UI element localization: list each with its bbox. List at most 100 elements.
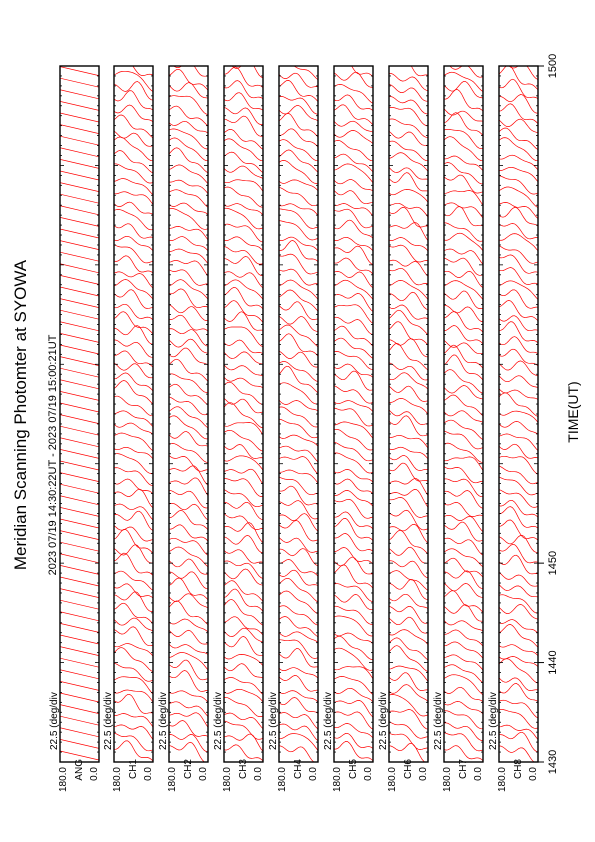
scan-line [224, 326, 263, 348]
scan-line [389, 304, 428, 320]
scan-line [224, 422, 263, 436]
scan-line [444, 354, 483, 381]
y-tick-label-bottom: 0.0 [363, 767, 374, 781]
scan-line [60, 356, 99, 367]
scan-line [224, 107, 263, 125]
scan-line [334, 400, 373, 412]
scan-line [169, 618, 208, 633]
panel-ch7: 22.5 (deg/div 180.0 0.0 CH7 [433, 65, 484, 792]
scan-line [444, 385, 483, 400]
scan-line [334, 71, 373, 88]
scan-line [279, 301, 318, 320]
scan-line [334, 647, 373, 671]
scan-line [389, 140, 428, 162]
scan-lines [499, 66, 538, 762]
scan-line [279, 361, 318, 382]
scan-line [224, 522, 263, 543]
y-tick-label-top: 180.0 [497, 767, 508, 792]
scan-line [499, 571, 538, 587]
scan-line [334, 547, 373, 565]
scan-line [60, 460, 99, 471]
scan-line [169, 68, 208, 91]
scan-line [444, 304, 483, 323]
scan-line [334, 635, 373, 661]
scan-line [444, 190, 483, 206]
scan-line [334, 219, 373, 239]
scan-line [444, 325, 483, 345]
scan-line [334, 605, 373, 625]
scan-line [224, 246, 263, 265]
panel-ch5: 22.5 (deg/div 180.0 0.0 CH5 [323, 65, 374, 792]
scan-line [334, 271, 373, 289]
panel-frame [333, 65, 374, 763]
scan-line [389, 637, 428, 661]
scan-line [499, 223, 538, 240]
scan-line [444, 71, 483, 92]
scan-line [334, 245, 373, 266]
scan-line [279, 203, 318, 216]
scan-line [60, 159, 99, 170]
scan-line [279, 80, 318, 102]
scan-line [389, 362, 428, 381]
scan-line [389, 616, 428, 634]
scale-label: 22.5 (deg/div [488, 692, 499, 750]
scan-line [499, 699, 538, 719]
scan-line [499, 534, 538, 553]
scan-line [169, 82, 208, 99]
scan-line [60, 286, 99, 297]
scan-line [224, 279, 263, 300]
scan-line [169, 328, 208, 347]
scan-line [169, 720, 208, 737]
scan-line [334, 179, 373, 192]
scan-line [114, 90, 153, 111]
scan-line [334, 498, 373, 519]
scan-line [449, 66, 483, 78]
scan-line [169, 396, 208, 416]
scan-line [169, 600, 208, 626]
scan-line [114, 544, 153, 564]
scan-line [499, 388, 538, 400]
scan-line [334, 632, 373, 644]
scale-label: 22.5 (deg/div [213, 692, 224, 750]
scan-line [389, 694, 428, 717]
chart-subtitle: 2023 07/19 14:30:22UT - 2023 07/19 15:00… [47, 334, 59, 575]
scan-line [499, 594, 538, 614]
scan-line [169, 571, 208, 590]
scan-line [444, 344, 483, 369]
scan-line [169, 524, 208, 542]
scale-label: 22.5 (deg/div [433, 692, 444, 750]
scan-line [224, 129, 263, 150]
scan-line [60, 112, 99, 123]
scan-line [279, 113, 318, 138]
scan-line [169, 202, 208, 215]
scan-line [60, 565, 99, 576]
y-tick-label-bottom: 0.0 [473, 767, 484, 781]
scan-line [389, 321, 428, 346]
panel-frame [498, 65, 539, 763]
scan-line [334, 700, 373, 718]
scan-line [499, 506, 538, 529]
scan-line [60, 275, 99, 286]
x-tick-group: 1430 1440 1450 1500 [538, 54, 559, 774]
scan-line [444, 248, 483, 265]
scan-line [389, 398, 428, 415]
scan-line [224, 115, 263, 137]
y-tick-label-bottom: 0.0 [528, 767, 539, 781]
scan-line [224, 311, 263, 331]
scan-line [114, 362, 153, 379]
scan-line [389, 372, 428, 390]
scan-lines [60, 66, 99, 761]
scan-line [389, 84, 428, 102]
scan-line [114, 279, 153, 300]
scan-line [444, 664, 483, 684]
scan-line [444, 490, 483, 509]
scan-line [444, 280, 483, 300]
scan-line [224, 560, 263, 579]
scan-line [224, 535, 263, 554]
scan-line [60, 681, 99, 692]
scan-line [389, 152, 428, 172]
scan-line [444, 112, 483, 136]
scan-line [499, 137, 538, 162]
scan-line [224, 92, 263, 111]
scan-line [169, 455, 208, 472]
